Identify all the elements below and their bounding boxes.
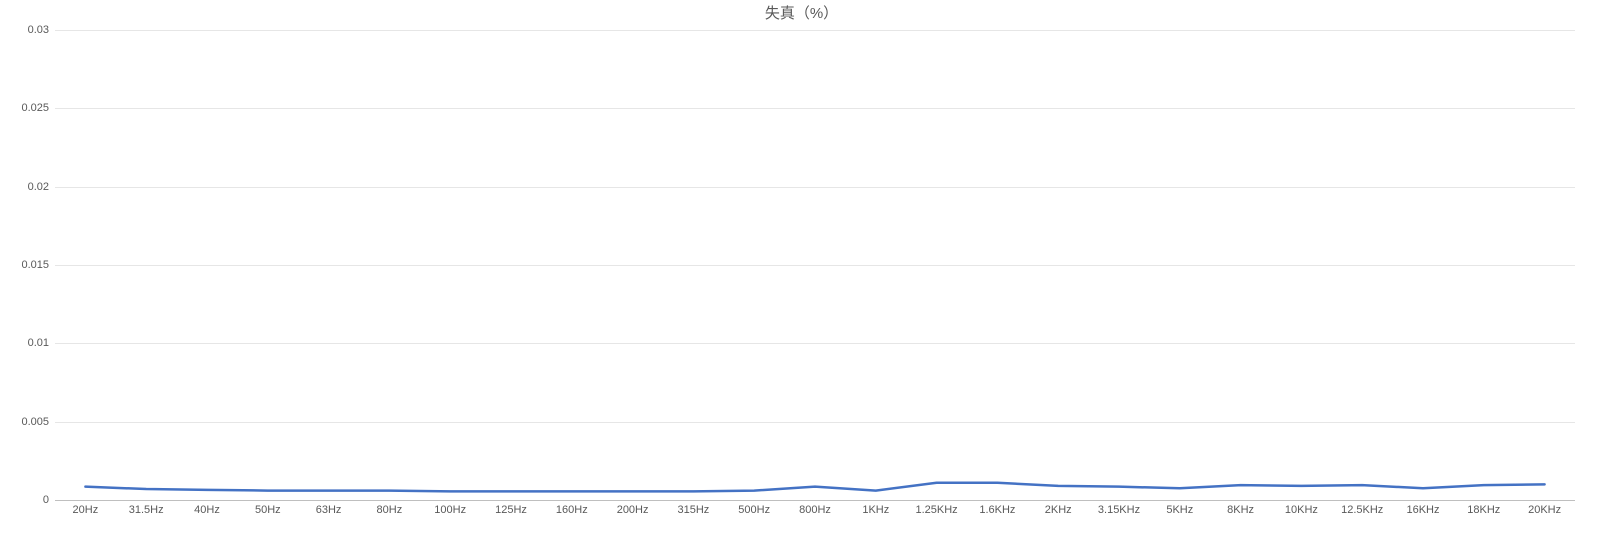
x-tick-label: 3.15KHz <box>1098 500 1140 516</box>
x-tick-label: 20Hz <box>73 500 99 516</box>
gridline <box>55 187 1575 188</box>
x-tick-label: 160Hz <box>556 500 588 516</box>
x-tick-label: 63Hz <box>316 500 342 516</box>
y-tick-label: 0.005 <box>21 416 55 428</box>
x-tick-label: 1.6KHz <box>979 500 1015 516</box>
x-tick-label: 8KHz <box>1227 500 1254 516</box>
y-tick-label: 0.01 <box>28 337 55 349</box>
x-tick-label: 40Hz <box>194 500 220 516</box>
x-tick-label: 100Hz <box>434 500 466 516</box>
x-tick-label: 12.5KHz <box>1341 500 1383 516</box>
x-tick-label: 2KHz <box>1045 500 1072 516</box>
y-tick-label: 0.03 <box>28 24 55 36</box>
gridline <box>55 422 1575 423</box>
x-tick-label: 5KHz <box>1166 500 1193 516</box>
x-tick-label: 800Hz <box>799 500 831 516</box>
y-tick-label: 0.015 <box>21 259 55 271</box>
gridline <box>55 30 1575 31</box>
y-tick-label: 0 <box>43 494 55 506</box>
x-tick-label: 18KHz <box>1467 500 1500 516</box>
y-tick-label: 0.025 <box>21 102 55 114</box>
x-tick-label: 1KHz <box>862 500 889 516</box>
x-tick-label: 10KHz <box>1285 500 1318 516</box>
x-tick-label: 200Hz <box>617 500 649 516</box>
distortion-chart: 失真（%） 00.0050.010.0150.020.0250.0320Hz31… <box>0 0 1603 552</box>
plot-area: 00.0050.010.0150.020.0250.0320Hz31.5Hz40… <box>55 30 1575 500</box>
x-tick-label: 125Hz <box>495 500 527 516</box>
series-line <box>85 483 1544 492</box>
x-tick-label: 1.25KHz <box>915 500 957 516</box>
chart-title: 失真（%） <box>0 2 1603 23</box>
x-tick-label: 500Hz <box>738 500 770 516</box>
x-tick-label: 80Hz <box>377 500 403 516</box>
x-tick-label: 16KHz <box>1406 500 1439 516</box>
gridline <box>55 108 1575 109</box>
x-tick-label: 315Hz <box>677 500 709 516</box>
x-tick-label: 50Hz <box>255 500 281 516</box>
x-tick-label: 31.5Hz <box>129 500 164 516</box>
x-tick-label: 20KHz <box>1528 500 1561 516</box>
gridline <box>55 265 1575 266</box>
gridline <box>55 343 1575 344</box>
y-tick-label: 0.02 <box>28 181 55 193</box>
